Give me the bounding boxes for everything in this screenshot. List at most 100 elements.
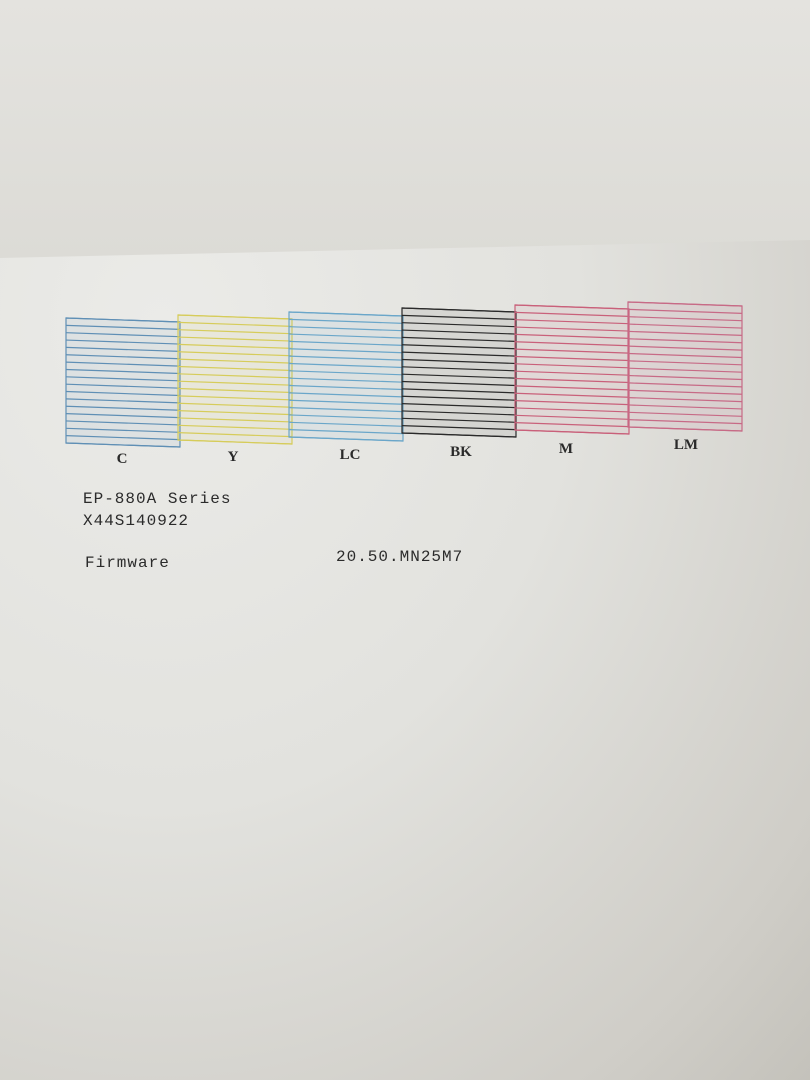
nozzle-line: [401, 351, 517, 357]
nozzle-line: [65, 427, 181, 433]
nozzle-line: [288, 326, 404, 332]
nozzle-line: [288, 311, 404, 317]
nozzle-line: [627, 382, 743, 388]
nozzle-line: [65, 398, 181, 404]
nozzle-line: [627, 374, 743, 381]
nozzle-line: [177, 314, 293, 320]
nozzle-line: [514, 392, 630, 398]
nozzle-line: [401, 425, 517, 431]
nozzle-line: [177, 439, 293, 445]
nozzle-line: [65, 376, 181, 382]
label-lc: LC: [339, 447, 361, 463]
nozzle-line: [401, 417, 517, 423]
background-wall: [0, 0, 810, 260]
nozzle-line: [514, 414, 630, 420]
nozzle-line: [514, 326, 630, 332]
nozzle-line: [177, 395, 293, 401]
nozzle-line: [177, 373, 293, 379]
pattern-bk: [401, 307, 517, 438]
nozzle-line: [514, 399, 630, 406]
nozzle-line: [514, 363, 630, 369]
nozzle-line: [514, 348, 630, 354]
nozzle-line: [627, 308, 743, 314]
nozzle-line: [65, 420, 181, 426]
nozzle-line: [65, 390, 181, 397]
nozzle-line: [177, 387, 293, 394]
label-lm: LM: [673, 437, 699, 453]
nozzle-line: [65, 332, 181, 338]
nozzle-line: [514, 429, 630, 435]
nozzle-line: [627, 404, 743, 410]
label-m: M: [558, 441, 574, 457]
nozzle-line: [288, 348, 404, 354]
nozzle-line: [627, 345, 743, 351]
nozzle-line: [514, 341, 630, 347]
nozzle-line: [177, 336, 293, 342]
nozzle-line: [627, 316, 743, 322]
nozzle-line: [288, 429, 404, 435]
nozzle-line: [288, 370, 404, 376]
pattern-lm: [627, 301, 743, 432]
nozzle-line: [177, 365, 293, 372]
nozzle-line: [177, 380, 293, 386]
nozzle-line: [288, 333, 404, 339]
nozzle-line: [65, 339, 181, 345]
nozzle-line: [514, 370, 630, 376]
nozzle-line: [627, 419, 743, 425]
nozzle-line: [514, 333, 630, 340]
nozzle-line: [288, 318, 404, 324]
nozzle-line: [514, 355, 630, 362]
nozzle-line: [627, 396, 743, 403]
nozzle-line: [627, 330, 743, 337]
nozzle-line: [177, 409, 293, 416]
nozzle-line: [177, 329, 293, 335]
nozzle-line: [627, 367, 743, 373]
nozzle-line: [288, 355, 404, 361]
nozzle-line: [401, 307, 517, 313]
nozzle-line: [288, 436, 404, 442]
pattern-y: [177, 314, 293, 445]
nozzle-line: [65, 368, 181, 375]
firmware-value: 20.50.MN25M7: [336, 548, 464, 566]
nozzle-line: [65, 442, 181, 448]
nozzle-line: [65, 346, 181, 353]
pattern-frame: [401, 307, 517, 438]
nozzle-line: [514, 422, 630, 428]
pattern-frame: [288, 311, 404, 442]
nozzle-line: [177, 343, 293, 350]
pattern-frame: [65, 317, 181, 448]
nozzle-line: [401, 366, 517, 372]
nozzle-line: [288, 377, 404, 383]
label-y: Y: [227, 449, 239, 465]
nozzle-line: [288, 414, 404, 420]
nozzle-line: [401, 314, 517, 320]
nozzle-line: [514, 385, 630, 391]
nozzle-line: [65, 361, 181, 367]
nozzle-line: [177, 424, 293, 430]
nozzle-line: [288, 406, 404, 413]
model-name: EP-880A Series: [83, 490, 232, 508]
nozzle-line: [514, 304, 630, 310]
nozzle-line: [401, 432, 517, 438]
nozzle-line: [401, 322, 517, 328]
nozzle-line: [401, 388, 517, 394]
nozzle-line: [514, 311, 630, 317]
nozzle-line: [401, 373, 517, 379]
nozzle-line: [627, 426, 743, 432]
nozzle-line: [401, 358, 517, 365]
nozzle-line: [401, 344, 517, 350]
nozzle-line: [288, 340, 404, 347]
nozzle-line: [65, 317, 181, 323]
label-c: C: [116, 451, 128, 467]
nozzle-line: [627, 360, 743, 366]
nozzle-line: [401, 336, 517, 343]
nozzle-line: [288, 384, 404, 391]
nozzle-line: [177, 358, 293, 364]
nozzle-line: [65, 405, 181, 411]
nozzle-line: [65, 383, 181, 389]
nozzle-line: [401, 380, 517, 387]
nozzle-line: [288, 399, 404, 405]
nozzle-line: [65, 354, 181, 360]
